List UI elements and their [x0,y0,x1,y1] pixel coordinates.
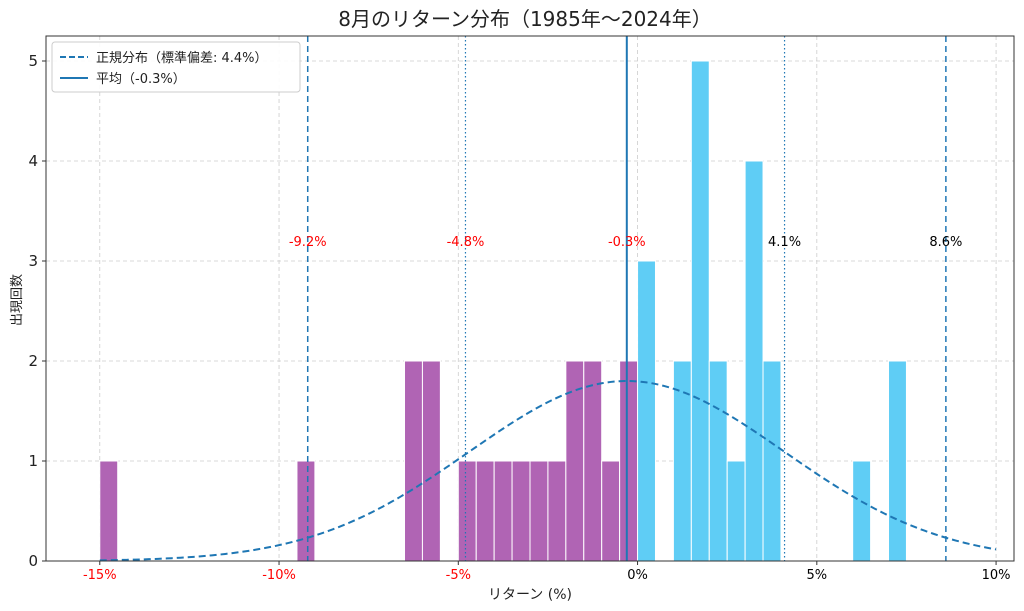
histogram-bar [99,460,119,562]
histogram-bar [726,460,746,562]
x-axis-label: リターン (%) [488,587,572,603]
sigma-label: -4.8% [447,235,485,250]
sigma-label: -9.2% [289,235,327,250]
histogram-bar [888,360,907,562]
chart-title: 8月のリターン分布（1985年〜2024年） [338,7,712,31]
sigma-label: -0.3% [608,235,646,250]
histogram-bar [690,60,710,562]
histogram-bar [547,460,567,562]
plot-frame [45,35,1015,562]
x-tick-label: -5% [446,568,471,583]
histogram-bar [493,460,513,562]
sigma-label: 4.1% [768,235,801,250]
x-tick-label: 0% [627,568,648,583]
histogram-bar [852,460,872,562]
histogram-bars [99,60,907,562]
normal-curve [99,380,997,561]
histogram-bar [421,360,441,562]
histogram-bar [672,360,692,562]
histogram-bar [296,460,316,562]
legend-label: 正規分布（標準偏差: 4.4%） [96,50,268,66]
histogram-bar [529,460,549,562]
y-axis-label: 出現回数 [10,274,25,326]
histogram-bar [744,160,764,562]
x-tick-label: -10% [262,568,296,583]
histogram-bar [565,360,585,562]
histogram-bar [511,460,531,562]
histogram-bar [601,460,621,562]
y-tick-label: 3 [28,252,38,270]
y-tick-label: 1 [28,452,38,470]
histogram-bar [708,360,728,562]
histogram-bar [619,360,639,562]
x-tick-label: 5% [807,568,828,583]
plot-area: -9.2% -4.8% -0.3% 4.1% 8.6%-15% -10% -5% 0% 5% 10… [28,35,1015,583]
histogram-bar [583,360,603,562]
histogram-bar [457,460,477,562]
y-tick-label: 2 [28,352,38,370]
sigma-label: 8.6% [929,235,962,250]
legend: 正規分布（標準偏差: 4.4%） 平均（-0.3%） [51,41,301,93]
x-tick-label: 10% [982,568,1011,583]
y-tick-label: 0 [28,552,38,570]
histogram-bar [404,360,423,562]
legend-label: 平均（-0.3%） [96,72,186,87]
x-tick-label: -15% [83,568,117,583]
histogram-bar [475,460,495,562]
histogram-bar [637,260,656,562]
histogram-bar [762,360,782,562]
y-tick-label: 5 [28,52,38,70]
y-tick-label: 4 [28,152,38,170]
